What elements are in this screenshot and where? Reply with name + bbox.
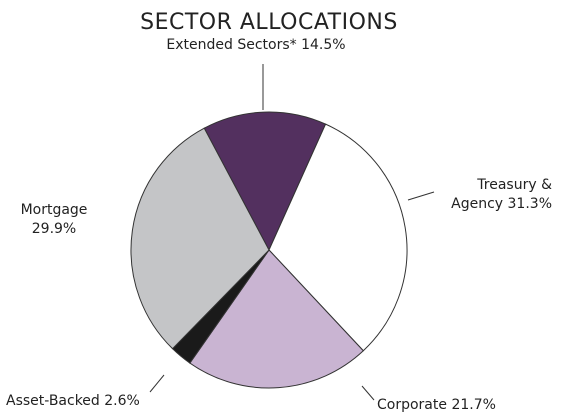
leader-lines bbox=[149, 64, 435, 401]
slice-label: Asset-Backed 2.6% bbox=[6, 392, 166, 411]
pie-slice bbox=[130, 127, 270, 350]
slice-label: Extended Sectors* 14.5% bbox=[126, 36, 386, 55]
category-label: Extended Sectors* bbox=[166, 37, 297, 53]
value-label: 29.9% bbox=[31, 221, 77, 237]
leader-line bbox=[361, 385, 375, 401]
leader-line bbox=[407, 191, 435, 201]
value-label: 2.6% bbox=[104, 393, 140, 409]
category-label: Asset-Backed bbox=[6, 393, 100, 409]
pie-slice bbox=[203, 111, 327, 252]
category-label: Mortgage bbox=[20, 202, 88, 218]
category-label: Corporate bbox=[377, 397, 447, 413]
value-label: 31.3% bbox=[507, 196, 552, 212]
category-label: Treasury & Agency bbox=[451, 177, 552, 212]
slice-label: Mortgage 29.9% bbox=[6, 201, 102, 239]
pie-slice bbox=[189, 249, 365, 389]
value-label: 21.7% bbox=[451, 397, 496, 413]
pie-slice bbox=[268, 123, 408, 352]
slice-label: Treasury & Agency 31.3% bbox=[436, 176, 552, 214]
leader-line bbox=[149, 374, 165, 393]
slice-label: Corporate 21.7% bbox=[377, 396, 562, 415]
value-label: 14.5% bbox=[301, 37, 346, 53]
pie bbox=[130, 111, 408, 389]
chart-title: SECTOR ALLOCATIONS bbox=[140, 10, 398, 35]
